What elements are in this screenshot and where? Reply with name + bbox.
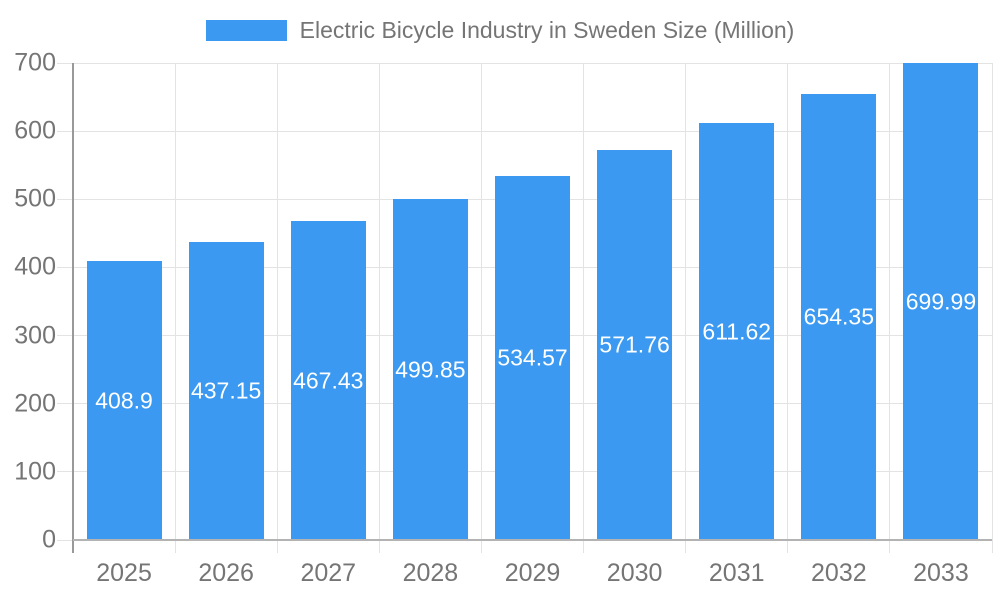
x-tick-label: 2028 (402, 559, 459, 587)
y-tick-label: 200 (14, 389, 56, 418)
y-tick-label: 400 (14, 252, 56, 281)
y-tick-label: 500 (14, 184, 56, 213)
bar-value-label: 467.43 (293, 367, 364, 394)
x-tick-label: 2025 (96, 559, 152, 587)
bar[interactable] (699, 123, 775, 540)
bar-value-label: 534.57 (497, 344, 568, 371)
category-separator (480, 63, 482, 553)
chart-legend: Electric Bicycle Industry in Sweden Size… (0, 17, 1000, 44)
bar[interactable] (494, 175, 571, 540)
bar[interactable] (188, 242, 264, 540)
bar-value-label: 654.35 (803, 303, 875, 330)
legend-swatch (205, 20, 287, 41)
bar[interactable] (801, 94, 877, 540)
category-separator (685, 63, 687, 553)
x-tick-label: 2027 (300, 559, 357, 587)
bar-value-label: 408.9 (95, 387, 153, 414)
category-separator (787, 63, 789, 553)
x-tick-label: 2033 (913, 559, 969, 587)
y-tick-label: 100 (14, 457, 56, 486)
category-separator (276, 63, 278, 553)
legend-label: Electric Bicycle Industry in Sweden Size… (299, 17, 795, 43)
y-axis-line (72, 63, 74, 553)
y-tick-label: 0 (42, 525, 56, 554)
bar-value-label: 699.99 (905, 288, 977, 315)
category-separator (174, 63, 176, 553)
gridline (57, 62, 992, 64)
x-axis-baseline (73, 539, 992, 541)
x-tick-label: 2031 (708, 559, 765, 587)
bar[interactable] (597, 150, 673, 540)
y-tick-label: 700 (14, 48, 56, 77)
category-separator (889, 63, 891, 553)
x-tick-label: 2030 (606, 559, 663, 587)
category-separator (378, 63, 380, 553)
category-separator (991, 63, 993, 553)
bar[interactable] (86, 261, 162, 540)
bar-value-label: 499.85 (395, 356, 466, 383)
x-tick-label: 2026 (198, 559, 254, 587)
plot-area: 0 100 200 300 400 500 600 700 408.9 2025 437.15 202… (14, 49, 993, 587)
bar[interactable] (903, 63, 979, 540)
category-separator (583, 63, 585, 553)
bar[interactable] (290, 221, 366, 540)
y-tick-label: 600 (14, 116, 56, 145)
bar-value-label: 611.62 (702, 318, 772, 345)
gridline (57, 130, 992, 132)
x-tick-label: 2032 (811, 559, 867, 587)
y-tick-label: 300 (14, 321, 56, 350)
x-tick-label: 2029 (504, 559, 561, 587)
bar-value-label: 571.76 (599, 331, 670, 358)
bar[interactable] (392, 199, 468, 540)
bar-value-label: 437.15 (190, 377, 262, 404)
